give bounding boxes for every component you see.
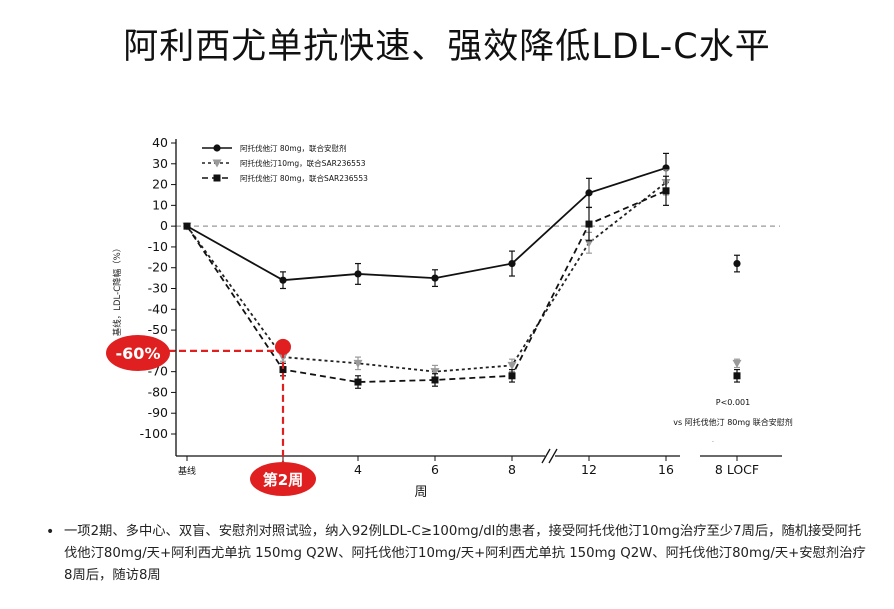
data-point — [354, 270, 362, 278]
data-point — [353, 359, 363, 368]
x-tick-label: 8 LOCF — [715, 462, 759, 477]
week-bubble-text: 第2周 — [263, 471, 303, 489]
x-tick-label: 12 — [581, 462, 597, 477]
chart-series — [182, 152, 742, 389]
series-line — [186, 189, 667, 383]
data-point — [507, 361, 517, 370]
x-tick-label: 4 — [354, 462, 362, 477]
chart-annotations: -60% 第2周 P<0.001 vs 阿托伐他汀 80mg 联合安慰剂 · — [106, 335, 793, 496]
study-description-text: 一项2期、多中心、双盲、安慰剂对照试验，纳入92例LDL-C≥100mg/dl的… — [64, 524, 866, 583]
legend-marker — [213, 144, 221, 152]
x-tick-label: 8 — [508, 462, 516, 477]
y-tick-label: -100 — [140, 426, 168, 441]
y-tick-label: -50 — [148, 322, 168, 337]
y-tick-label: -20 — [148, 260, 168, 275]
legend-marker — [212, 159, 222, 168]
study-description: • 一项2期、多中心、双盲、安慰剂对照试验，纳入92例LDL-C≥100mg/d… — [46, 521, 866, 587]
bullet-dot-icon: • — [46, 524, 55, 540]
series-3 — [183, 175, 741, 389]
percent-bubble — [106, 335, 170, 371]
y-tick-label: -30 — [148, 281, 168, 296]
x-tick-label: 基线 — [178, 465, 196, 477]
y-tick-label: 10 — [152, 197, 168, 212]
highlight-point — [275, 338, 291, 355]
x-tick-label: 16 — [658, 462, 674, 477]
data-point — [430, 368, 440, 377]
data-point — [508, 259, 516, 268]
locf-data-point — [733, 259, 741, 268]
legend-label: 阿托伐他汀 80mg，联合安慰剂 — [240, 143, 347, 153]
data-point — [354, 378, 362, 386]
legend-marker — [213, 174, 221, 182]
locf-data-point — [733, 372, 741, 380]
y-tick-label: 40 — [152, 135, 168, 150]
data-point — [431, 376, 439, 384]
data-point — [431, 274, 439, 282]
data-point — [585, 220, 593, 228]
y-axis-label: 基线，LDL-C降幅（%） — [112, 244, 123, 336]
data-point — [183, 222, 191, 230]
legend-label: 阿托伐他汀 80mg，联合SAR236553 — [240, 173, 368, 183]
small-mark: · — [712, 439, 714, 446]
y-tick-label: -80 — [148, 384, 168, 399]
legend-label: 阿托伐他汀10mg，联合SAR236553 — [240, 158, 366, 168]
y-tick-label: 30 — [152, 156, 168, 171]
data-point — [279, 276, 287, 284]
week-bubble — [250, 462, 316, 496]
data-point — [279, 366, 287, 374]
y-tick-label: 20 — [152, 177, 168, 192]
y-tick-label: 0 — [160, 218, 168, 233]
y-tick-label: -90 — [148, 405, 168, 420]
slide-title: 阿利西尤单抗快速、强效降低LDL-C水平 — [123, 27, 771, 67]
data-point — [585, 189, 593, 197]
x-axis-label: 周 — [414, 485, 427, 500]
p-value-note: vs 阿托伐他汀 80mg 联合安慰剂 — [673, 417, 793, 427]
axis-break-mark — [541, 448, 551, 464]
data-point — [662, 187, 670, 195]
percent-bubble-text: -60% — [116, 344, 161, 363]
locf-data-point — [732, 359, 742, 368]
y-tick-label: -10 — [148, 239, 168, 254]
p-value-label: P<0.001 — [716, 398, 750, 407]
y-tick-label: -40 — [148, 301, 168, 316]
data-point — [508, 372, 516, 380]
series-2 — [182, 169, 742, 379]
series-line — [186, 167, 667, 282]
axis-break-mark — [548, 448, 558, 464]
x-tick-label: 6 — [431, 462, 439, 477]
chart-axes: 403020100-10-20-30-40-50-60-70-80-90-100… — [112, 135, 782, 500]
